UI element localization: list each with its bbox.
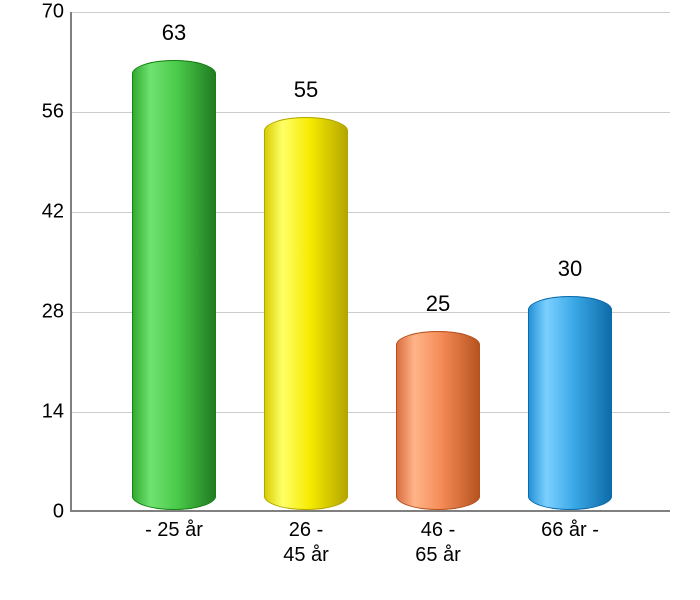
x-tick-label: 66 år - <box>541 510 599 543</box>
x-tick-label: - 25 år <box>145 510 203 543</box>
y-tick-label: 42 <box>42 201 72 224</box>
bar <box>396 331 480 510</box>
y-tick-label: 0 <box>53 501 72 524</box>
bar-value-label: 63 <box>162 20 186 62</box>
y-tick-label: 28 <box>42 301 72 324</box>
bar-value-label: 55 <box>294 77 318 119</box>
plot-area: 01428425670 63552530 - 25 år26 - 45 år46… <box>70 12 670 512</box>
y-tick-label: 70 <box>42 1 72 24</box>
bars-layer: 63 55 25 30 <box>72 12 670 510</box>
y-tick-label: 14 <box>42 401 72 424</box>
bar-value-label: 25 <box>426 291 450 333</box>
bar <box>132 60 216 510</box>
bar-value-label: 30 <box>558 256 582 298</box>
x-tick-label: 46 - 65 år <box>415 510 461 568</box>
x-tick-label: 26 - 45 år <box>283 510 329 568</box>
bar <box>528 296 612 510</box>
y-tick-label: 56 <box>42 101 72 124</box>
bar <box>264 117 348 510</box>
age-bar-chart: 0 14 28 42 56 70 63 55 25 30 - 25 år 26 - 45 år 46… <box>0 0 700 600</box>
